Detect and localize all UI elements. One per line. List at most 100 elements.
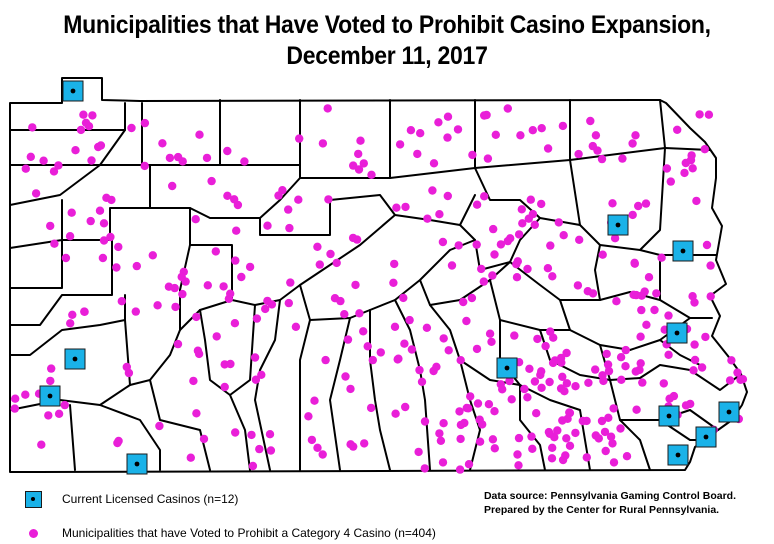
municipality-dot (689, 366, 698, 375)
municipality-dot (634, 201, 643, 211)
municipality-dot (520, 384, 529, 394)
municipality-dot (498, 385, 507, 394)
municipality-dot (688, 292, 697, 301)
municipality-dot (488, 435, 498, 444)
municipality-dot (54, 161, 63, 170)
municipality-dot (435, 429, 444, 438)
municipality-dot (67, 208, 76, 217)
casino-markers (39, 80, 740, 475)
municipality-dot (439, 334, 448, 343)
municipality-dot (562, 434, 571, 443)
casino-marker (666, 322, 688, 344)
municipality-dot (286, 278, 295, 287)
municipality-dot (80, 307, 89, 316)
municipality-dot (657, 253, 666, 262)
municipality-dot (664, 311, 673, 320)
municipality-dot (390, 322, 400, 331)
municipality-dot (565, 441, 575, 450)
municipality-dot (453, 125, 463, 134)
municipality-dot (466, 392, 475, 401)
municipality-dot (489, 224, 498, 234)
municipality-dot (455, 407, 464, 416)
municipality-dot (351, 280, 360, 290)
municipality-dot (226, 289, 235, 298)
municipality-dot (417, 377, 427, 386)
municipality-dot (284, 205, 293, 214)
municipality-dot (455, 465, 465, 474)
municipality-dot (475, 437, 485, 446)
municipality-dot (652, 289, 661, 298)
municipality-dot (332, 258, 341, 268)
municipality-dot (284, 298, 293, 308)
casino-marker (607, 214, 629, 236)
municipality-dot (584, 378, 593, 387)
municipality-dot (127, 123, 136, 133)
municipality-dot (112, 263, 121, 272)
municipality-dot (562, 379, 572, 388)
municipality-dot (487, 337, 496, 346)
municipality-dot (318, 139, 328, 148)
municipality-dot (561, 451, 570, 460)
municipality-dot (313, 443, 322, 452)
municipality-dot (413, 149, 422, 159)
municipality-dot (422, 323, 432, 332)
municipality-dot (690, 355, 700, 365)
municipality-dot (516, 131, 525, 140)
municipality-dot (491, 130, 500, 139)
municipality-dot (99, 219, 109, 228)
municipality-dot (68, 310, 77, 319)
municipality-dot (211, 247, 220, 256)
municipality-dot (662, 164, 672, 173)
municipality-dot (556, 353, 566, 363)
municipality-dot (245, 262, 255, 272)
municipality-dot (390, 259, 399, 269)
municipality-dot (99, 236, 109, 245)
municipality-dot (226, 359, 235, 369)
casino-marker (64, 348, 86, 370)
municipality-dot (546, 241, 555, 250)
municipality-dot (295, 134, 304, 143)
municipality-dot (395, 140, 405, 149)
municipality-dot (554, 218, 563, 227)
municipality-dot (537, 199, 546, 209)
municipality-dot (443, 133, 452, 142)
municipality-dot (192, 409, 201, 418)
municipality-dot (367, 170, 376, 179)
municipality-dot (533, 334, 542, 344)
municipality-dot (733, 368, 742, 377)
municipality-dot (447, 261, 457, 270)
municipality-dot (608, 199, 617, 208)
municipality-dot (178, 157, 187, 166)
source-line-2: Prepared by the Center for Rural Pennsyl… (483, 504, 720, 516)
municipality-dot (359, 159, 368, 168)
municipality-dot (336, 296, 345, 306)
municipality-dot (558, 372, 567, 381)
municipality-dot (202, 153, 212, 163)
municipality-dot (600, 427, 610, 437)
casino-marker (718, 401, 740, 423)
municipality-dot (553, 426, 562, 435)
municipality-dot (186, 453, 195, 462)
municipality-dot (349, 442, 358, 451)
municipality-dot (464, 404, 473, 413)
municipality-dot (50, 239, 59, 248)
municipality-dot (641, 199, 651, 208)
municipality-dot (483, 154, 493, 163)
municipality-dot (548, 272, 557, 281)
municipality-dot (21, 164, 30, 173)
municipality-dot (54, 409, 64, 418)
municipality-dot (681, 401, 691, 410)
municipality-dot (506, 234, 515, 243)
municipality-dot (37, 440, 46, 449)
municipality-dot (407, 345, 417, 354)
municipality-dot (11, 394, 20, 403)
municipality-dot (356, 136, 365, 145)
municipality-dot (490, 407, 499, 416)
municipality-dot (598, 371, 607, 380)
municipality-dot (223, 146, 232, 156)
municipality-dot (690, 340, 699, 349)
casino-marker (62, 80, 84, 102)
source-line-1: Data source: Pennsylvania Gaming Control… (483, 490, 736, 502)
municipality-dot (475, 415, 484, 424)
municipality-dot (484, 400, 494, 409)
